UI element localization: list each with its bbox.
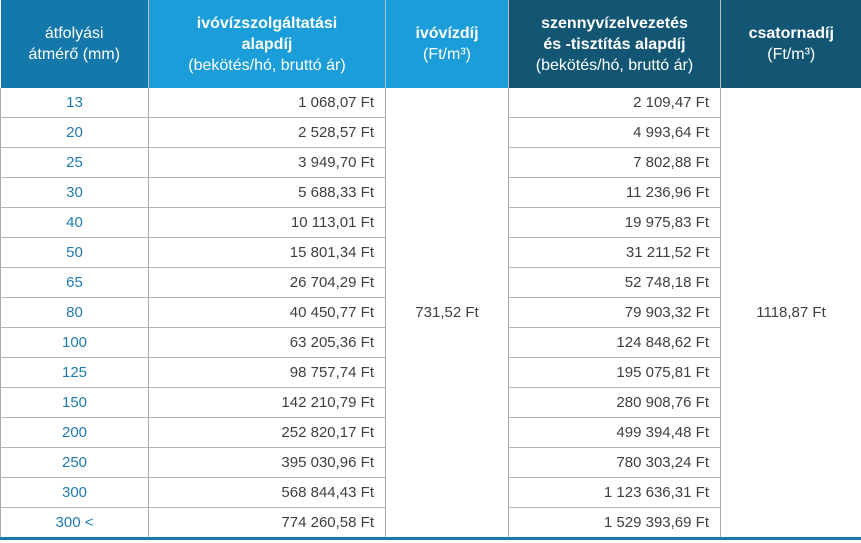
diameter-cell: 150 bbox=[0, 387, 149, 418]
table-row: 30 5 688,33 Ft 11 236,96 Ft bbox=[0, 177, 861, 208]
sewage-base-fee-cell: 499 394,48 Ft bbox=[508, 417, 721, 448]
sewage-base-fee-cell: 280 908,76 Ft bbox=[508, 387, 721, 418]
diameter-cell: 50 bbox=[0, 237, 149, 268]
header-sewer-fee-title: csatornadíj bbox=[748, 25, 834, 42]
header-cell-water-base-fee: ivóvízszolgáltatási alapdíj (bekötés/hó,… bbox=[148, 0, 386, 88]
table-row: 300 < 774 260,58 Ft 1 529 393,69 Ft bbox=[0, 507, 861, 539]
diameter-cell: 300 bbox=[0, 477, 149, 508]
table-row: 100 63 205,36 Ft 124 848,62 Ft bbox=[0, 327, 861, 358]
water-base-fee-cell: 142 210,79 Ft bbox=[148, 387, 386, 418]
header-cell-water-fee: ivóvízdíj (Ft/m³) bbox=[385, 0, 509, 88]
header-diameter-line1: átfolyási bbox=[44, 25, 104, 42]
water-base-fee-cell: 10 113,01 Ft bbox=[148, 207, 386, 238]
sewage-base-fee-cell: 52 748,18 Ft bbox=[508, 267, 721, 298]
water-base-fee-cell: 568 844,43 Ft bbox=[148, 477, 386, 508]
diameter-cell: 80 bbox=[0, 297, 149, 328]
header-sewage-base-title-line2: és -tisztítás alapdíj bbox=[543, 35, 686, 53]
diameter-cell: 100 bbox=[0, 327, 149, 358]
water-base-fee-cell: 40 450,77 Ft bbox=[148, 297, 386, 328]
table-row: 80 40 450,77 Ft 79 903,32 Ft bbox=[0, 297, 861, 328]
table-row: 125 98 757,74 Ft 195 075,81 Ft bbox=[0, 357, 861, 388]
table-row: 200 252 820,17 Ft 499 394,48 Ft bbox=[0, 417, 861, 448]
sewage-base-fee-cell: 79 903,32 Ft bbox=[508, 297, 721, 328]
water-base-fee-cell: 252 820,17 Ft bbox=[148, 417, 386, 448]
header-water-base-title-line2: alapdíj bbox=[241, 35, 293, 53]
water-base-fee-cell: 395 030,96 Ft bbox=[148, 447, 386, 478]
diameter-cell: 300 < bbox=[0, 507, 149, 539]
diameter-cell: 25 bbox=[0, 147, 149, 178]
sewage-base-fee-cell: 11 236,96 Ft bbox=[508, 177, 721, 208]
diameter-cell: 13 bbox=[0, 88, 149, 118]
sewage-base-fee-cell: 31 211,52 Ft bbox=[508, 237, 721, 268]
header-water-base-title-line1: ivóvízszolgáltatási bbox=[196, 14, 338, 32]
table-header: átfolyási átmérő (mm) ivóvízszolgáltatás… bbox=[0, 0, 861, 88]
water-base-fee-cell: 63 205,36 Ft bbox=[148, 327, 386, 358]
header-cell-sewage-base-fee: szennyvízelvezetés és -tisztítás alapdíj… bbox=[508, 0, 721, 88]
header-water-base-subtitle: (bekötés/hó, bruttó ár) bbox=[188, 56, 346, 74]
table-body: 13 1 068,07 Ft 731,52 Ft 2 109,47 Ft 111… bbox=[0, 88, 861, 539]
table-row: 250 395 030,96 Ft 780 303,24 Ft bbox=[0, 447, 861, 478]
water-fee-merged-cell: 731,52 Ft bbox=[385, 88, 509, 539]
table-row: 13 1 068,07 Ft 731,52 Ft 2 109,47 Ft 111… bbox=[0, 88, 861, 539]
water-base-fee-cell: 5 688,33 Ft bbox=[148, 177, 386, 208]
table-row: 150 142 210,79 Ft 280 908,76 Ft bbox=[0, 387, 861, 418]
table-row: 65 26 704,29 Ft 52 748,18 Ft bbox=[0, 267, 861, 298]
sewage-base-fee-cell: 195 075,81 Ft bbox=[508, 357, 721, 388]
diameter-cell: 40 bbox=[0, 207, 149, 238]
header-sewage-base-title-line1: szennyvízelvezetés bbox=[541, 14, 688, 32]
sewage-base-fee-cell: 780 303,24 Ft bbox=[508, 447, 721, 478]
water-base-fee-cell: 2 528,57 Ft bbox=[148, 117, 386, 148]
water-base-fee-cell: 3 949,70 Ft bbox=[148, 147, 386, 178]
diameter-cell: 20 bbox=[0, 117, 149, 148]
sewage-base-fee-cell: 1 529 393,69 Ft bbox=[508, 507, 721, 539]
table-row: 300 568 844,43 Ft 1 123 636,31 Ft bbox=[0, 477, 861, 508]
sewage-base-fee-cell: 124 848,62 Ft bbox=[508, 327, 721, 358]
diameter-cell: 65 bbox=[0, 267, 149, 298]
header-row: átfolyási átmérő (mm) ivóvízszolgáltatás… bbox=[0, 0, 861, 88]
water-base-fee-cell: 15 801,34 Ft bbox=[148, 237, 386, 268]
diameter-cell: 250 bbox=[0, 447, 149, 478]
diameter-cell: 125 bbox=[0, 357, 149, 388]
sewage-base-fee-cell: 1 123 636,31 Ft bbox=[508, 477, 721, 508]
header-water-fee-unit: (Ft/m³) bbox=[423, 46, 471, 63]
header-cell-diameter: átfolyási átmérő (mm) bbox=[0, 0, 149, 88]
diameter-cell: 30 bbox=[0, 177, 149, 208]
sewer-fee-merged-cell: 1118,87 Ft bbox=[720, 88, 861, 539]
water-base-fee-cell: 26 704,29 Ft bbox=[148, 267, 386, 298]
sewage-base-fee-cell: 19 975,83 Ft bbox=[508, 207, 721, 238]
sewage-base-fee-cell: 2 109,47 Ft bbox=[508, 88, 721, 118]
table-row: 25 3 949,70 Ft 7 802,88 Ft bbox=[0, 147, 861, 178]
sewage-base-fee-cell: 7 802,88 Ft bbox=[508, 147, 721, 178]
water-base-fee-cell: 774 260,58 Ft bbox=[148, 507, 386, 539]
header-sewage-base-subtitle: (bekötés/hó, bruttó ár) bbox=[535, 56, 694, 74]
diameter-cell: 200 bbox=[0, 417, 149, 448]
table-row: 20 2 528,57 Ft 4 993,64 Ft bbox=[0, 117, 861, 148]
table-row: 40 10 113,01 Ft 19 975,83 Ft bbox=[0, 207, 861, 238]
header-water-fee-title: ivóvízdíj bbox=[415, 25, 479, 42]
sewage-base-fee-cell: 4 993,64 Ft bbox=[508, 117, 721, 148]
header-cell-sewer-fee: csatornadíj (Ft/m³) bbox=[720, 0, 861, 88]
header-diameter-line2: átmérő (mm) bbox=[28, 46, 121, 63]
header-sewer-fee-unit: (Ft/m³) bbox=[767, 46, 816, 63]
water-base-fee-cell: 1 068,07 Ft bbox=[148, 88, 386, 118]
water-base-fee-cell: 98 757,74 Ft bbox=[148, 357, 386, 388]
table-row: 50 15 801,34 Ft 31 211,52 Ft bbox=[0, 237, 861, 268]
